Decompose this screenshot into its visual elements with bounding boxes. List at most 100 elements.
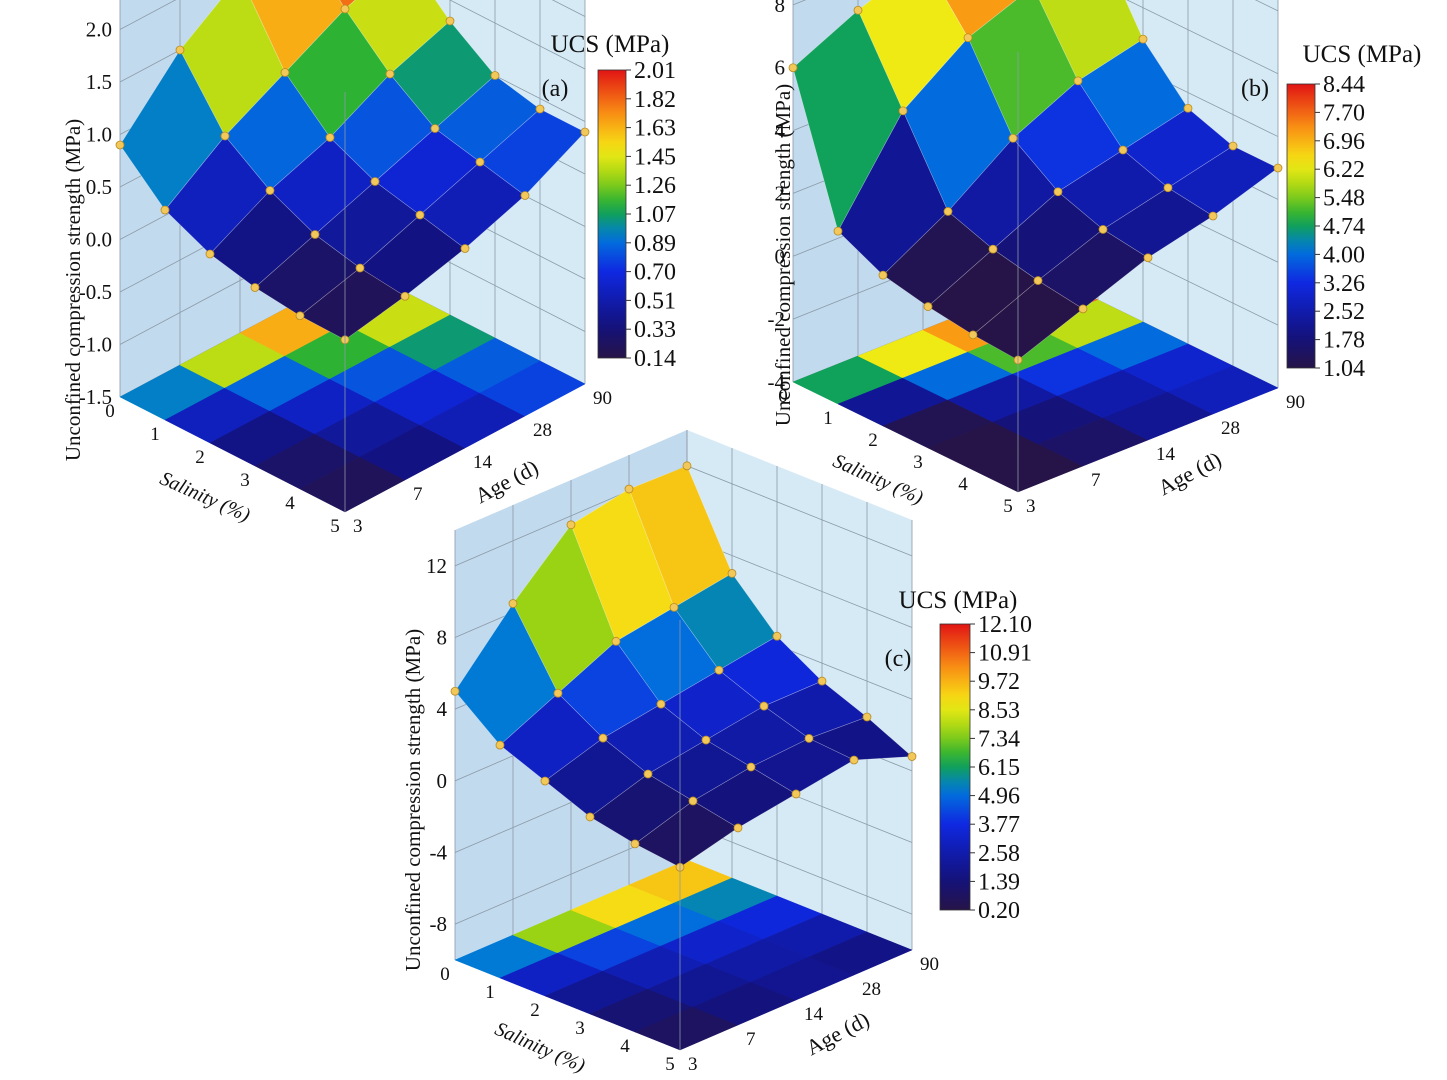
colorbar-tick-label: 1.07 xyxy=(634,202,676,228)
colorbar-tick-label: 1.45 xyxy=(634,144,676,170)
data-point xyxy=(788,63,798,73)
colorbar-tick-label: 0.51 xyxy=(634,288,676,314)
age-tick-label: 90 xyxy=(920,954,939,975)
data-point xyxy=(1098,225,1108,234)
z-tick-label: -0.5 xyxy=(79,280,112,304)
data-point xyxy=(688,796,698,806)
salinity-tick-label: 3 xyxy=(240,470,250,491)
data-point xyxy=(280,68,290,77)
z-tick-label: 2.0 xyxy=(86,18,112,42)
salinity-tick-label: 5 xyxy=(1003,496,1013,517)
data-point xyxy=(968,330,978,340)
salinity-tick-label: 3 xyxy=(575,1018,585,1039)
data-point xyxy=(853,5,863,15)
colorbar-tick-label: 6.15 xyxy=(978,755,1020,781)
salinity-tick-label: 2 xyxy=(195,447,205,468)
colorbar-tick-label: 0.14 xyxy=(634,346,676,372)
data-point xyxy=(580,127,590,137)
data-point xyxy=(115,140,125,150)
z-tick-label: 8 xyxy=(775,0,786,17)
floor-contour-cell xyxy=(1167,365,1279,415)
panel-0: -1.5-1.0-0.50.00.51.01.52.02.50123453714… xyxy=(61,0,676,537)
salinity-axis-label: Salinity (%) xyxy=(492,1018,589,1077)
colorbar-tick-label: 4.96 xyxy=(978,784,1020,810)
data-point xyxy=(849,755,859,765)
age-tick-label: 90 xyxy=(1286,392,1305,413)
colorbar-tick-label: 12.10 xyxy=(978,612,1032,638)
data-point xyxy=(1033,276,1043,285)
data-point xyxy=(727,569,737,578)
colorbar-tick-label: 7.34 xyxy=(978,726,1020,752)
data-point xyxy=(585,812,595,822)
age-tick-label: 3 xyxy=(353,516,363,537)
colorbar-tick-label: 0.89 xyxy=(634,231,676,257)
colorbar-tick-label: 3.26 xyxy=(1323,271,1365,297)
data-point xyxy=(450,686,460,696)
colorbar-tick-label: 8.53 xyxy=(978,698,1020,724)
panel-label: (a) xyxy=(542,76,569,102)
salinity-axis-label: Salinity (%) xyxy=(157,467,254,526)
data-point xyxy=(220,131,230,141)
data-point xyxy=(804,734,814,743)
panel-label: (c) xyxy=(885,646,912,672)
salinity-tick-label: 4 xyxy=(958,474,968,495)
age-tick-label: 3 xyxy=(688,1054,698,1075)
salinity-tick-label: 1 xyxy=(150,424,160,445)
surface-cell xyxy=(339,0,356,10)
colorbar-tick-label: 2.58 xyxy=(978,841,1020,867)
data-point xyxy=(733,823,743,833)
data-point xyxy=(643,769,653,779)
age-tick-label: 90 xyxy=(593,388,612,409)
colorbar-tick-label: 0.70 xyxy=(634,260,676,286)
data-point xyxy=(878,270,888,280)
salinity-tick-label: 5 xyxy=(665,1054,675,1075)
age-tick-label: 28 xyxy=(862,979,881,1000)
data-point xyxy=(508,599,518,608)
data-point xyxy=(400,291,410,301)
data-point xyxy=(630,839,640,849)
data-point xyxy=(598,733,608,743)
colorbar-tick-label: 2.52 xyxy=(1323,299,1365,325)
salinity-tick-label: 4 xyxy=(285,493,295,514)
data-point xyxy=(1078,304,1088,314)
data-point xyxy=(907,752,917,761)
data-point xyxy=(759,701,769,711)
data-point xyxy=(1208,211,1218,221)
age-tick-label: 3 xyxy=(1026,496,1036,517)
colorbar-tick-label: 9.72 xyxy=(978,669,1020,695)
data-point xyxy=(1163,183,1173,193)
colorbar-tick-label: 1.04 xyxy=(1323,356,1365,382)
data-point xyxy=(943,207,953,216)
data-point xyxy=(520,191,530,200)
data-point xyxy=(553,688,563,698)
age-tick-label: 7 xyxy=(413,484,423,505)
z-tick-label: -4 xyxy=(768,370,786,394)
z-tick-label: -1.5 xyxy=(79,385,112,409)
floor-contour-cell xyxy=(808,931,913,976)
data-point xyxy=(540,776,550,786)
data-point xyxy=(310,230,320,239)
age-tick-label: 14 xyxy=(804,1004,824,1025)
age-tick-label: 7 xyxy=(1091,470,1101,491)
z-tick-label: 12 xyxy=(426,554,447,578)
panel-1: -4-2024681001234537142890Salinity (%)Age… xyxy=(768,0,1422,517)
colorbar-tick-label: 3.77 xyxy=(978,812,1020,838)
colorbar-tick-label: 5.48 xyxy=(1323,186,1365,212)
data-point xyxy=(1073,76,1083,86)
colorbar-tick-label: 1.78 xyxy=(1323,328,1365,354)
data-point xyxy=(611,636,621,646)
z-tick-label: 0.5 xyxy=(86,175,112,199)
data-point xyxy=(265,186,275,195)
colorbar-title: UCS (MPa) xyxy=(1303,41,1422,68)
colorbar-tick-label: 6.22 xyxy=(1323,157,1365,183)
age-tick-label: 28 xyxy=(533,420,552,441)
age-tick-label: 14 xyxy=(1156,444,1176,465)
data-point xyxy=(988,244,998,254)
z-tick-label: 0 xyxy=(775,244,786,268)
data-point xyxy=(370,177,380,186)
colorbar-tick-label: 1.82 xyxy=(634,87,676,113)
salinity-tick-label: 1 xyxy=(823,408,833,429)
colorbar-title: UCS (MPa) xyxy=(551,31,670,58)
